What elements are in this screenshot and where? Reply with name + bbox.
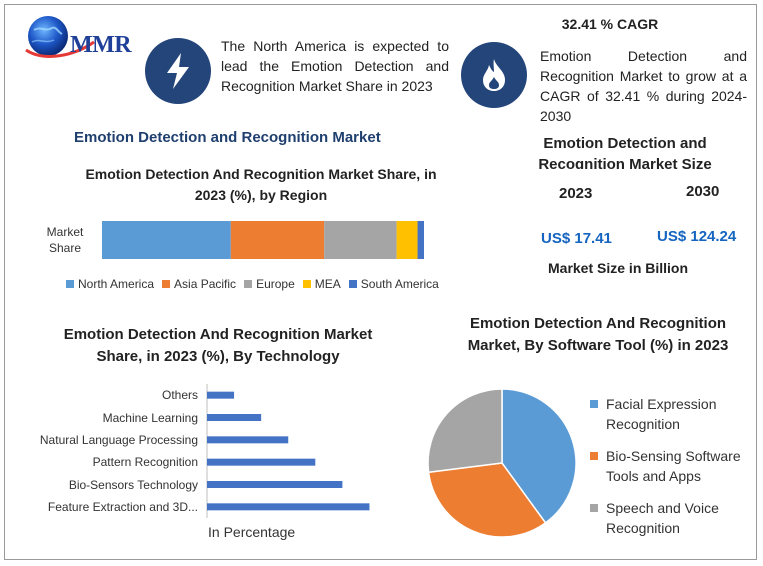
tick-label-pattern-recognition: Pattern Recognition <box>92 455 198 470</box>
bar-segment-europe <box>324 221 397 259</box>
bar-segment-asia-pacific <box>230 221 325 259</box>
legend-swatch <box>244 280 253 288</box>
market-size-2023: US$ 17.41 <box>541 230 612 247</box>
technology-bar-chart <box>206 384 370 518</box>
legend-swatch <box>162 280 171 288</box>
legend-item-mea: MEA <box>302 277 341 291</box>
legend-item-south-america: South America <box>348 277 439 291</box>
technology-chart-title: Emotion Detection And Recognition Market… <box>63 326 373 365</box>
legend-item-bio-sensing-software-tools-and-apps: Bio-Sensing Software Tools and Apps <box>590 446 750 486</box>
legend-item-asia-pacific: Asia Pacific <box>162 277 236 291</box>
legend-label: MEA <box>314 277 341 291</box>
legend-label: Europe <box>256 277 295 291</box>
section-title: Emotion Detection and Recognition Market <box>74 129 381 146</box>
bar-natural-language-processing <box>207 436 289 444</box>
pie-slice-bio-sensing-software-tools-and-apps <box>427 462 547 538</box>
legend-swatch <box>348 280 357 288</box>
legend-swatch <box>590 504 598 512</box>
market-size-unit-note: Market Size in Billion <box>548 260 689 276</box>
year-2030: 2030 <box>686 183 720 200</box>
pie-slice-facial-expression-recognition <box>501 388 577 524</box>
region-stacked-bar-chart <box>102 221 424 259</box>
year-2023: 2023 <box>559 185 593 202</box>
legend-label: Facial Expression Recognition <box>606 396 717 432</box>
legend-label: North America <box>78 277 155 291</box>
market-size-2030: US$ 124.24 <box>657 228 737 245</box>
region-chart-title: Emotion Detection And Recognition Market… <box>85 166 437 203</box>
pie-slice-speech-and-voice-recognition <box>427 388 503 474</box>
bar-segment-north-america <box>102 221 231 259</box>
software-tool-pie-chart <box>427 388 577 538</box>
tick-label-bio-sensors-technology: Bio-Sensors Technology <box>68 477 198 492</box>
flame-icon <box>461 42 527 108</box>
software-tool-legend: Facial Expression Recognition Bio-Sensing… <box>590 394 750 550</box>
tick-label-natural-language-processing: Natural Language Processing <box>39 432 198 447</box>
region-legend: North America Asia Pacific Europe MEA South … <box>66 275 486 293</box>
tick-label-feature-extraction-and-3d: Feature Extraction and 3D... <box>47 499 198 514</box>
legend-label: Bio-Sensing Software Tools and Apps <box>606 448 741 484</box>
software-tool-chart-title: Emotion Detection And Recognition Market… <box>467 315 729 354</box>
bar-segment-mea <box>396 221 418 259</box>
logo-text: MMR <box>70 32 132 58</box>
tick-label-machine-learning: Machine Learning <box>102 410 198 425</box>
legend-label: Speech and Voice Recognition <box>606 500 719 536</box>
cagr-heading: 32.41 % CAGR <box>561 16 659 32</box>
bar-machine-learning <box>207 414 262 421</box>
legend-label: South America <box>360 277 439 291</box>
legend-swatch <box>66 280 74 288</box>
bar-feature-extraction-and-3d <box>207 503 370 511</box>
lightning-icon <box>145 38 211 104</box>
legend-item-north-america: North America <box>66 277 154 291</box>
cagr-note: Emotion Detection and Recognition Market… <box>540 48 747 124</box>
legend-item-europe: Europe <box>244 277 295 291</box>
legend-swatch <box>590 452 598 460</box>
bar-others <box>207 391 235 399</box>
legend-item-speech-and-voice-recognition: Speech and Voice Recognition <box>590 498 750 538</box>
mmr-logo-globe-icon <box>25 16 95 58</box>
bar-segment-south-america <box>417 221 424 259</box>
bar-pattern-recognition <box>207 458 316 466</box>
legend-item-facial-expression-recognition: Facial Expression Recognition <box>590 394 750 434</box>
legend-swatch <box>302 280 311 288</box>
north-america-note: The North America is expected to lead th… <box>221 38 449 94</box>
technology-category-labels: Others Machine Learning Natural Language P… <box>12 384 198 518</box>
bar-bio-sensors-technology <box>207 481 343 488</box>
market-size-title: Emotion Detection and Recognition Market… <box>538 135 712 169</box>
legend-swatch <box>590 400 598 408</box>
technology-x-axis-label: In Percentage <box>208 524 296 540</box>
legend-label: Asia Pacific <box>174 277 237 291</box>
tick-label-others: Others <box>161 388 198 403</box>
region-chart-category-label: Market Share <box>46 225 84 255</box>
infographic-frame <box>4 4 757 560</box>
